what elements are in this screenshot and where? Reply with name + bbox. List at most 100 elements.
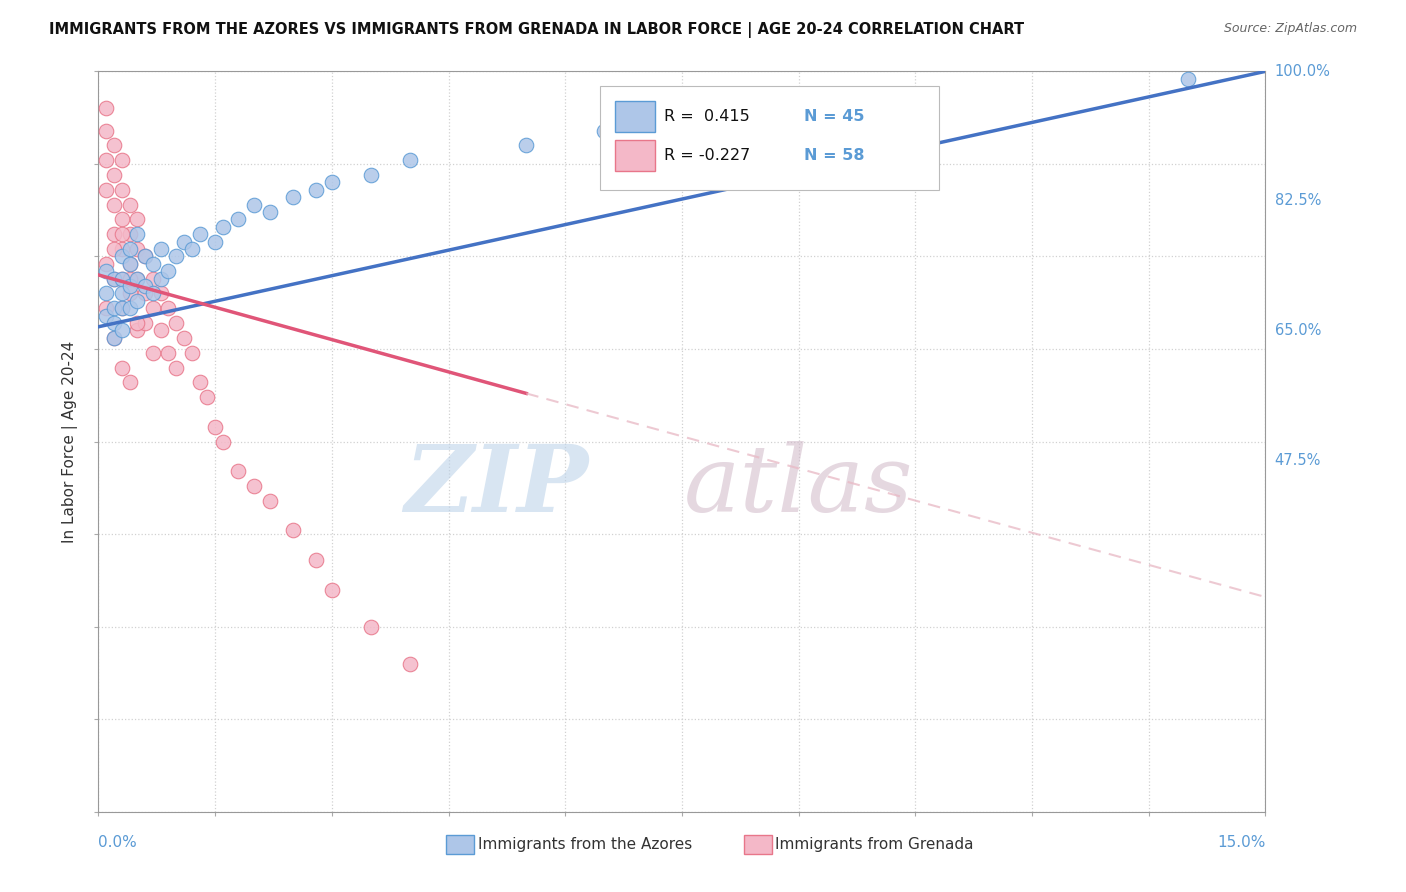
Point <box>228 212 250 227</box>
Point <box>173 331 195 345</box>
Point <box>305 553 328 567</box>
Point <box>103 316 125 330</box>
Point <box>157 264 180 278</box>
Point <box>103 331 125 345</box>
Point <box>149 324 172 338</box>
Point <box>111 227 134 242</box>
Point <box>111 360 134 375</box>
Point <box>134 250 156 264</box>
Point <box>118 271 141 285</box>
Text: atlas: atlas <box>683 441 914 531</box>
Point <box>149 242 172 256</box>
Point <box>1177 71 1199 86</box>
Point <box>111 286 134 301</box>
Point <box>165 316 187 330</box>
Point <box>142 257 165 271</box>
Point <box>180 242 202 256</box>
FancyBboxPatch shape <box>600 87 939 190</box>
Point <box>149 271 172 285</box>
Text: Source: ZipAtlas.com: Source: ZipAtlas.com <box>1223 22 1357 36</box>
Point <box>165 250 187 264</box>
Point <box>118 301 141 316</box>
Point <box>111 301 134 316</box>
Point <box>118 257 141 271</box>
Point <box>142 345 165 359</box>
Point <box>127 271 149 285</box>
Point <box>259 493 281 508</box>
Point <box>127 271 149 285</box>
Point <box>243 197 266 211</box>
Point <box>127 242 149 256</box>
Point <box>96 257 118 271</box>
Text: 0.0%: 0.0% <box>98 836 138 850</box>
Y-axis label: In Labor Force | Age 20-24: In Labor Force | Age 20-24 <box>62 341 79 542</box>
Point <box>96 102 118 116</box>
Point <box>212 219 235 234</box>
Point <box>111 153 134 168</box>
Point <box>118 227 141 242</box>
Text: N = 45: N = 45 <box>804 109 865 124</box>
Point <box>103 138 125 153</box>
Point <box>127 212 149 227</box>
Point <box>360 619 382 633</box>
Point <box>111 212 134 227</box>
Point <box>103 331 125 345</box>
Point <box>111 183 134 197</box>
Point <box>134 316 156 330</box>
Point <box>118 286 141 301</box>
Point <box>671 109 693 123</box>
Point <box>127 293 149 308</box>
Point <box>111 250 134 264</box>
Point <box>515 138 537 153</box>
Point <box>96 264 118 278</box>
Text: 82.5%: 82.5% <box>1275 194 1322 209</box>
Point <box>212 434 235 449</box>
Point <box>398 153 420 168</box>
Point <box>118 376 141 390</box>
Point <box>243 479 266 493</box>
Point <box>111 301 134 316</box>
Point <box>103 197 125 211</box>
FancyBboxPatch shape <box>446 835 474 854</box>
Point <box>111 271 134 285</box>
Point <box>173 235 195 249</box>
Text: Immigrants from Grenada: Immigrants from Grenada <box>775 837 974 852</box>
Point <box>103 271 125 285</box>
Point <box>96 123 118 137</box>
Point <box>134 286 156 301</box>
Point <box>195 390 218 404</box>
FancyBboxPatch shape <box>616 101 655 132</box>
Point <box>127 324 149 338</box>
Point <box>96 301 118 316</box>
Point <box>118 257 141 271</box>
Point <box>142 301 165 316</box>
Point <box>96 286 118 301</box>
Point <box>134 250 156 264</box>
Text: ZIP: ZIP <box>405 441 589 531</box>
Point <box>134 279 156 293</box>
FancyBboxPatch shape <box>616 140 655 171</box>
Point <box>127 227 149 242</box>
Text: IMMIGRANTS FROM THE AZORES VS IMMIGRANTS FROM GRENADA IN LABOR FORCE | AGE 20-24: IMMIGRANTS FROM THE AZORES VS IMMIGRANTS… <box>49 22 1025 38</box>
Point <box>157 345 180 359</box>
Point <box>111 271 134 285</box>
Text: R =  0.415: R = 0.415 <box>665 109 751 124</box>
Point <box>398 657 420 671</box>
Point <box>204 235 226 249</box>
Text: R = -0.227: R = -0.227 <box>665 148 751 163</box>
Point <box>118 242 141 256</box>
Point <box>142 271 165 285</box>
Point <box>281 524 304 538</box>
Text: 15.0%: 15.0% <box>1218 836 1265 850</box>
Point <box>96 153 118 168</box>
Point <box>118 197 141 211</box>
Point <box>142 286 165 301</box>
Point <box>188 376 211 390</box>
Text: 65.0%: 65.0% <box>1275 323 1322 338</box>
Point <box>157 301 180 316</box>
Point <box>96 183 118 197</box>
Point <box>118 279 141 293</box>
Point <box>149 286 172 301</box>
Point <box>787 94 810 108</box>
Point <box>180 345 202 359</box>
